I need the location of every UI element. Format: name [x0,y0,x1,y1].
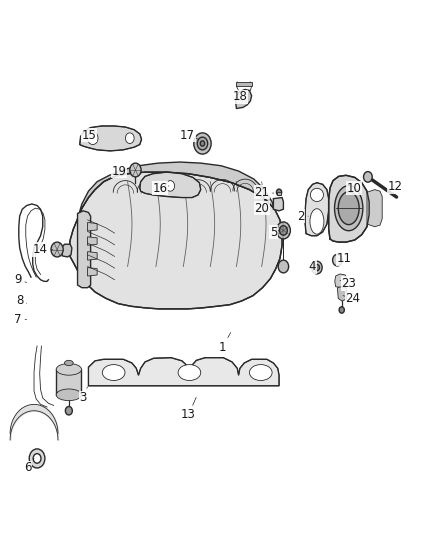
Polygon shape [335,274,347,288]
Text: 17: 17 [180,128,198,141]
Polygon shape [88,222,97,231]
Text: 13: 13 [181,398,196,422]
Ellipse shape [335,185,363,231]
Text: 15: 15 [82,128,97,141]
Circle shape [33,454,41,463]
Circle shape [130,163,141,177]
Circle shape [197,137,208,150]
Ellipse shape [102,365,125,381]
Text: 10: 10 [346,182,361,195]
Circle shape [279,225,287,235]
Ellipse shape [64,360,73,366]
Ellipse shape [250,365,272,381]
Polygon shape [140,172,201,198]
Polygon shape [277,192,281,195]
Text: 23: 23 [340,277,356,290]
Polygon shape [236,90,252,109]
Polygon shape [78,211,91,288]
Text: 9: 9 [14,273,27,286]
Text: 18: 18 [233,90,247,103]
Text: 11: 11 [337,252,352,265]
Text: 6: 6 [24,458,34,474]
Polygon shape [88,252,97,260]
Polygon shape [69,172,282,309]
Text: 4: 4 [309,260,317,273]
Text: 19: 19 [111,165,131,177]
Text: 3: 3 [80,387,88,405]
Circle shape [332,254,342,266]
Text: 12: 12 [388,181,403,193]
Ellipse shape [311,188,323,201]
Ellipse shape [178,365,201,381]
Ellipse shape [310,209,324,234]
Text: 5: 5 [270,225,280,239]
Circle shape [200,141,205,146]
Circle shape [339,307,344,313]
Circle shape [278,260,289,273]
Text: 2: 2 [297,209,308,223]
Circle shape [51,242,63,257]
Text: 20: 20 [254,201,273,215]
Polygon shape [337,287,347,301]
Polygon shape [88,268,97,276]
Polygon shape [88,237,97,245]
Ellipse shape [338,192,359,224]
Text: 21: 21 [254,186,274,199]
Text: 7: 7 [14,313,27,326]
Circle shape [276,189,282,196]
Circle shape [65,407,72,415]
Polygon shape [88,358,279,386]
Circle shape [29,449,45,468]
Polygon shape [78,162,275,219]
Polygon shape [273,198,283,211]
Text: 14: 14 [33,243,53,256]
Circle shape [194,133,211,154]
Circle shape [88,132,98,144]
Circle shape [276,222,290,239]
Polygon shape [61,244,72,257]
Polygon shape [305,183,328,236]
Circle shape [125,133,134,143]
Polygon shape [328,175,369,242]
Text: 16: 16 [153,182,169,195]
Polygon shape [80,126,141,151]
Polygon shape [56,369,81,395]
Ellipse shape [56,364,81,375]
Circle shape [166,181,175,191]
Text: 8: 8 [16,294,27,308]
Circle shape [364,172,372,182]
Text: 24: 24 [343,292,360,305]
Polygon shape [367,190,382,227]
Polygon shape [236,82,252,86]
Circle shape [312,261,322,274]
Circle shape [314,264,320,271]
Ellipse shape [56,389,81,401]
Text: 1: 1 [219,333,231,353]
